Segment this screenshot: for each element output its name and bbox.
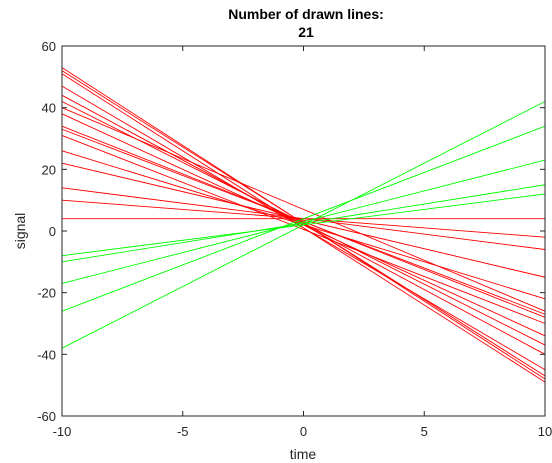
- x-tick-label: -5: [177, 424, 189, 439]
- y-tick-label: 60: [42, 39, 56, 54]
- series-line-19: [61, 159, 546, 284]
- series-line-10: [61, 162, 546, 278]
- series-lines: [61, 67, 546, 383]
- y-tick-label: -20: [37, 286, 56, 301]
- chart-title-line-2: 21: [298, 24, 314, 40]
- x-tick-label: -10: [53, 424, 72, 439]
- series-line-20: [61, 193, 546, 257]
- series-line-21: [61, 184, 546, 263]
- y-tick-label: 20: [42, 162, 56, 177]
- plot-frame: [61, 45, 546, 417]
- series-line-14: [61, 85, 546, 371]
- x-axis-label: time: [290, 446, 317, 462]
- y-axis-ticks: -60 -40 -20 0 20 40 60: [37, 39, 545, 424]
- y-axis-label: signal: [12, 213, 28, 250]
- x-tick-label: 0: [300, 424, 307, 439]
- series-line-8: [61, 135, 546, 324]
- series-line-15: [61, 107, 546, 312]
- y-tick-label: -40: [37, 347, 56, 362]
- series-line-18: [61, 125, 546, 312]
- y-tick-label: 0: [49, 224, 56, 239]
- y-tick-label: -60: [37, 409, 56, 424]
- x-axis-ticks: -10 -5 0 5 10: [53, 46, 552, 439]
- chart-title-line-1: Number of drawn lines:: [228, 6, 384, 22]
- x-tick-label: 5: [421, 424, 428, 439]
- x-tick-label: 10: [538, 424, 552, 439]
- y-tick-label: 40: [42, 101, 56, 116]
